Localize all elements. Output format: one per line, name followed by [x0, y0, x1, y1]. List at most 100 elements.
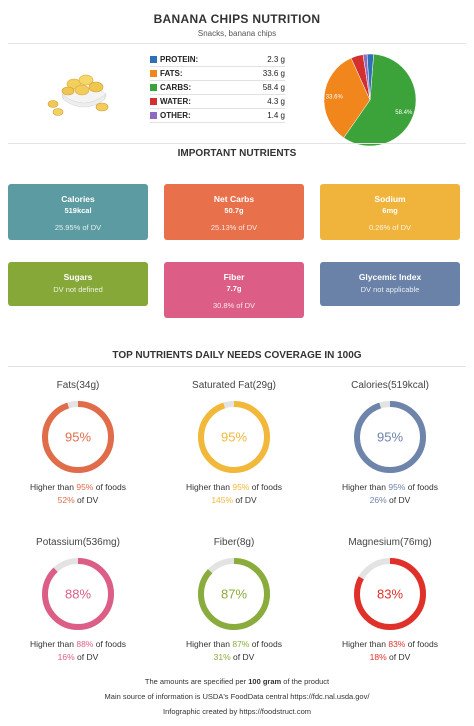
gauge-magnesium: Magnesium(76mg) 83% Higher than 83% of foo… [320, 537, 460, 662]
macro-row-water: WATER: 4.3 g [150, 95, 285, 109]
footer-pre: The amounts are specified per [144, 677, 249, 686]
other-swatch [150, 112, 157, 119]
gauge-title: Fiber(8g) [213, 537, 255, 548]
gauge-percent: 83% [377, 587, 403, 602]
gauge-higher-than: Higher than 88% of foods [30, 639, 126, 649]
card-sodium: Sodium 6mg 0.26% of DV [320, 184, 460, 240]
pie-slice-protein [366, 53, 374, 101]
gauge-saturated-fat: Saturated Fat(29g) 95% Higher than 95% of … [164, 380, 304, 505]
card-value: 519kcal [64, 206, 92, 215]
carbs-swatch [150, 84, 157, 91]
macro-row-other: OTHER: 1.4 g [150, 109, 285, 123]
gauge-higher-than: Higher than 95% of foods [30, 482, 126, 492]
macro-pie-chart: 33.6% 58.4% [323, 53, 417, 147]
gauge-fats: Fats(34g) 95% Higher than 95% of foods 52% … [8, 380, 148, 505]
gauge-percent: 95% [65, 430, 91, 445]
card-dv: 25.13% of DV [210, 223, 258, 232]
gauge-potassium: Potassium(536mg) 88% Higher than 88% of fo… [8, 537, 148, 662]
macro-value: 33.6 g [262, 69, 285, 78]
macro-value: 2.3 g [267, 55, 285, 64]
gauge-fill [354, 558, 426, 630]
card-fiber: Fiber 7.7g 30.8% of DV [164, 262, 304, 318]
card-name: Net Carbs [213, 194, 255, 204]
card-name: Fiber [223, 272, 245, 282]
card-name: Glycemic Index [358, 272, 422, 282]
card-value: 50.7g [224, 206, 244, 215]
protein-swatch [150, 56, 157, 63]
card-name: Sugars [63, 272, 93, 282]
footer-source: Main source of information is USDA's Foo… [104, 692, 370, 701]
card-name: Sodium [374, 194, 406, 204]
card-dv: DV not applicable [360, 285, 420, 294]
gauge-ring: 95% [42, 401, 114, 473]
macro-row-fats: FATS: 33.6 g [150, 67, 285, 81]
page-subtitle: Snacks, banana chips [197, 29, 277, 38]
card-sugars: Sugars DV not defined [8, 262, 148, 306]
gauge-title: Potassium(536mg) [36, 537, 120, 548]
macro-label: FATS: [160, 69, 183, 78]
gauge-ring: 95% [198, 401, 270, 473]
macro-row-protein: PROTEIN: 2.3 g [150, 53, 285, 67]
gauge-ring: 88% [42, 558, 114, 630]
gauge-dv: 18% of DV [369, 652, 411, 662]
gauge-title: Fats(34g) [56, 380, 100, 391]
coverage-title: TOP NUTRIENTS DAILY NEEDS COVERAGE IN 10… [112, 350, 362, 361]
gauge-fill [198, 558, 270, 630]
macro-value: 1.4 g [267, 111, 285, 120]
water-swatch [150, 98, 157, 105]
card-glycemic-index: Glycemic Index DV not applicable [320, 262, 460, 306]
card-calories: Calories 519kcal 25.95% of DV [8, 184, 148, 240]
gauge-title: Saturated Fat(29g) [192, 380, 276, 391]
macro-label: WATER: [160, 97, 191, 106]
gauge-ring: 95% [354, 401, 426, 473]
card-dv: DV not defined [53, 285, 103, 294]
macro-label: OTHER: [160, 111, 191, 120]
gauge-higher-than: Higher than 87% of foods [186, 639, 282, 649]
gauge-fill [198, 401, 270, 473]
header-divider [8, 43, 466, 44]
gauge-ring: 87% [198, 558, 270, 630]
important-nutrients-title: IMPORTANT NUTRIENTS [177, 148, 297, 159]
gauge-percent: 88% [65, 587, 91, 602]
macro-value: 58.4 g [262, 83, 285, 92]
coverage-divider [8, 366, 466, 367]
macro-row-carbs: CARBS: 58.4 g [150, 81, 285, 95]
gauge-fill [42, 558, 114, 630]
card-dv: 0.26% of DV [368, 223, 412, 232]
gauge-higher-than: Higher than 95% of foods [342, 482, 438, 492]
gauge-dv: 16% of DV [57, 652, 99, 662]
card-name: Calories [61, 194, 95, 204]
gauge-higher-than: Higher than 95% of foods [186, 482, 282, 492]
gauge-percent: 95% [377, 430, 403, 445]
banana-chips-image [47, 74, 109, 116]
macro-table: PROTEIN: 2.3 g FATS: 33.6 g CARBS: 58.4 … [150, 53, 285, 123]
gauge-dv: 145% of DV [211, 495, 257, 505]
footer-bold: 100 gram [248, 677, 282, 686]
gauge-dv: 31% of DV [213, 652, 255, 662]
section-divider [8, 143, 466, 144]
pie-slice-carbs [343, 53, 417, 147]
gauge-fill [354, 401, 426, 473]
gauge-percent: 87% [221, 587, 247, 602]
card-value: 7.7g [226, 284, 242, 293]
card-net-carbs: Net Carbs 50.7g 25.13% of DV [164, 184, 304, 240]
gauge-ring: 83% [354, 558, 426, 630]
card-value: 6mg [382, 206, 398, 215]
gauge-calories: Calories(519kcal) 95% Higher than 95% of f… [320, 380, 460, 505]
card-dv: 30.8% of DV [212, 301, 256, 310]
macro-label: CARBS: [160, 83, 192, 92]
footer-credit: Infographic created by https://foodstruc… [163, 707, 311, 716]
footer-post: of the product [281, 677, 330, 686]
gauge-fiber: Fiber(8g) 87% Higher than 87% of foods 31% … [164, 537, 304, 662]
macro-value: 4.3 g [267, 97, 285, 106]
footer-amounts-note: The amounts are specified per 100 gram o… [0, 677, 474, 686]
gauge-dv: 52% of DV [57, 495, 99, 505]
pie-label-fats: 33.6% [326, 95, 344, 101]
page-title: BANANA CHIPS NUTRITION [153, 12, 321, 26]
gauge-title: Calories(519kcal) [351, 380, 429, 391]
gauge-higher-than: Higher than 83% of foods [342, 639, 438, 649]
card-dv: 25.95% of DV [54, 223, 102, 232]
gauge-dv: 26% of DV [369, 495, 411, 505]
macro-label: PROTEIN: [160, 55, 199, 64]
gauge-title: Magnesium(76mg) [348, 537, 432, 548]
